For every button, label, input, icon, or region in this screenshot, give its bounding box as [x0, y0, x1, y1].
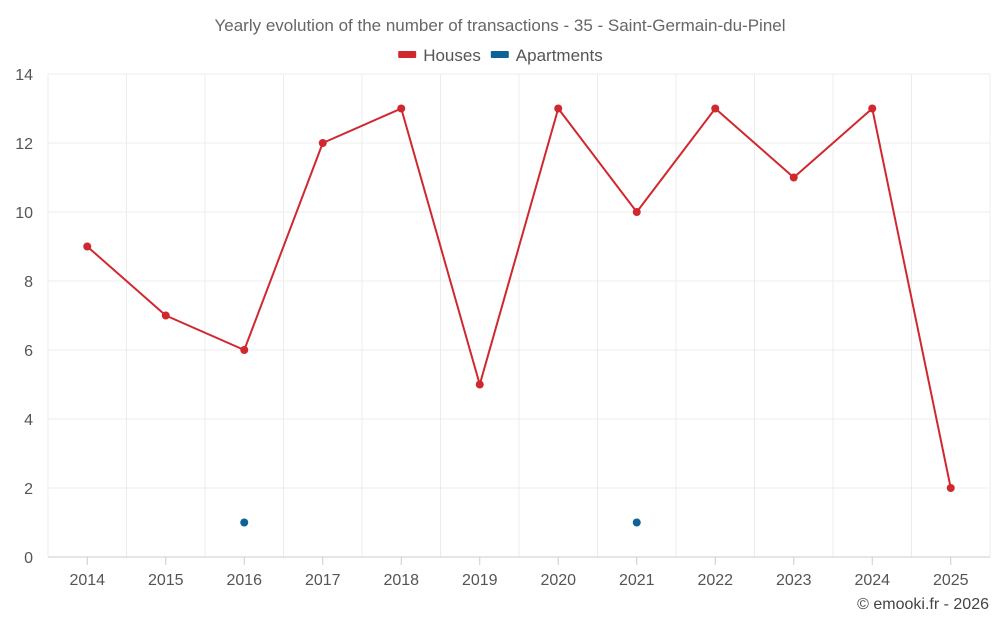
chart-title: Yearly evolution of the number of transa…: [214, 16, 785, 35]
series-houses: [83, 104, 955, 492]
houses-point[interactable]: [632, 208, 641, 216]
apartments-point[interactable]: [632, 518, 641, 527]
houses-point[interactable]: [554, 104, 563, 113]
legend: Houses Apartments: [398, 46, 603, 65]
x-axis-ticks: 2014 2015 2016 2017 2018 2019 2020 2021 2022 2023…: [69, 557, 969, 589]
x-tick-label: 2022: [697, 572, 733, 589]
y-tick-label: 6: [24, 343, 33, 360]
x-tick-label: 2020: [540, 572, 576, 589]
series-layer: [83, 104, 955, 527]
houses-point[interactable]: [161, 311, 170, 320]
legend-swatch: [490, 51, 509, 58]
legend-swatch: [398, 51, 417, 58]
y-tick-label: 2: [24, 481, 33, 498]
houses-point[interactable]: [475, 380, 484, 389]
houses-line: [86, 107, 952, 489]
houses-point[interactable]: [318, 139, 327, 147]
houses-point[interactable]: [789, 173, 798, 182]
x-tick-label: 2015: [148, 572, 184, 589]
x-tick-label: 2017: [305, 572, 341, 589]
legend-item-houses[interactable]: Houses: [398, 46, 481, 65]
legend-item-apartments[interactable]: Apartments: [490, 46, 603, 65]
houses-point[interactable]: [83, 242, 92, 251]
series-apartments: [240, 518, 641, 527]
houses-point[interactable]: [397, 104, 406, 113]
credit-text: © emooki.fr - 2026: [857, 596, 989, 613]
x-tick-label: 2025: [933, 572, 969, 589]
houses-point[interactable]: [868, 104, 877, 113]
x-tick-label: 2024: [854, 572, 890, 589]
grid: [47, 73, 991, 558]
x-tick-label: 2018: [383, 572, 419, 589]
y-tick-label: 4: [24, 412, 33, 429]
x-tick-label: 2014: [69, 572, 105, 589]
legend-label: Apartments: [516, 46, 603, 65]
x-tick-label: 2023: [776, 572, 812, 589]
y-tick-label: 0: [24, 550, 33, 567]
legend-label: Houses: [423, 46, 481, 65]
houses-point[interactable]: [711, 104, 720, 113]
y-tick-label: 10: [15, 205, 33, 222]
y-tick-label: 8: [24, 274, 33, 291]
houses-point[interactable]: [240, 346, 249, 354]
x-tick-label: 2021: [619, 572, 655, 589]
y-tick-label: 14: [15, 67, 33, 84]
x-tick-label: 2019: [462, 572, 498, 589]
apartments-point[interactable]: [240, 518, 249, 527]
y-axis-ticks: 0 2 4 6 8 10 12 14: [15, 67, 33, 567]
y-tick-label: 12: [15, 136, 33, 153]
houses-point[interactable]: [946, 484, 955, 492]
x-tick-label: 2016: [226, 572, 262, 589]
